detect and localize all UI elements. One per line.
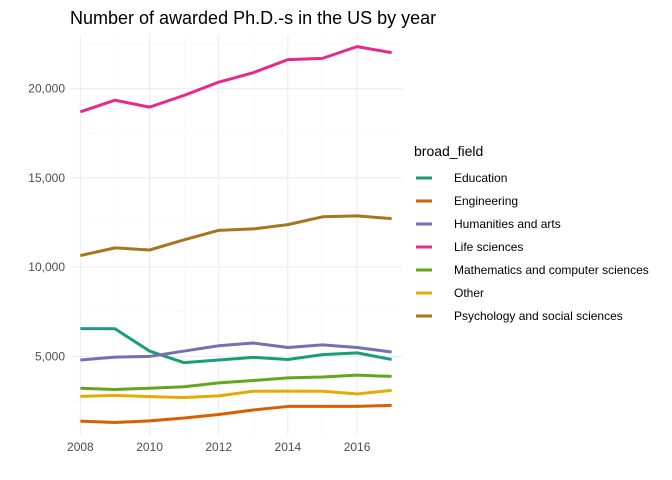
y-tick-label: 5,000 <box>35 349 65 363</box>
y-axis-tick-labels: 5,000 10,000 15,000 20,000 <box>28 82 65 364</box>
series-line-humanities-and-arts <box>80 341 392 362</box>
series-line-education <box>80 327 392 365</box>
series-line-mathematics-and-computer-sciences <box>80 373 392 391</box>
y-tick-label: 15,000 <box>28 171 65 185</box>
legend-title: broad_field <box>414 143 483 159</box>
series-line-engineering <box>80 403 392 424</box>
x-tick-label: 2010 <box>136 440 163 454</box>
minor-gridlines <box>70 35 402 435</box>
major-gridlines <box>70 35 402 435</box>
legend-label-life-sciences: Life sciences <box>454 240 523 254</box>
legend: broad_field Education Engineering Humaniti… <box>414 143 649 323</box>
y-tick-label: 20,000 <box>28 82 65 96</box>
x-axis-tick-labels: 2008 2010 2012 2014 2016 <box>67 440 371 454</box>
legend-label-psychology-and-social-sciences: Psychology and social sciences <box>454 309 623 323</box>
legend-label-humanities-and-arts: Humanities and arts <box>454 217 561 231</box>
series-line-other <box>80 388 392 399</box>
x-tick-label: 2008 <box>67 440 94 454</box>
x-tick-label: 2016 <box>344 440 371 454</box>
series-line-psychology-and-social-sciences <box>80 214 392 258</box>
series-lines <box>79 45 392 424</box>
legend-label-engineering: Engineering <box>454 194 518 208</box>
legend-items: Education Engineering Humanities and arts L… <box>416 171 649 323</box>
y-tick-label: 10,000 <box>28 260 65 274</box>
legend-label-mathematics-and-computer-sciences: Mathematics and computer sciences <box>454 263 649 277</box>
legend-label-other: Other <box>454 286 484 300</box>
x-tick-label: 2014 <box>275 440 302 454</box>
chart-title: Number of awarded Ph.D.-s in the US by y… <box>70 8 436 28</box>
legend-label-education: Education <box>454 171 507 185</box>
series-line-life-sciences <box>79 45 392 114</box>
x-tick-label: 2012 <box>205 440 232 454</box>
